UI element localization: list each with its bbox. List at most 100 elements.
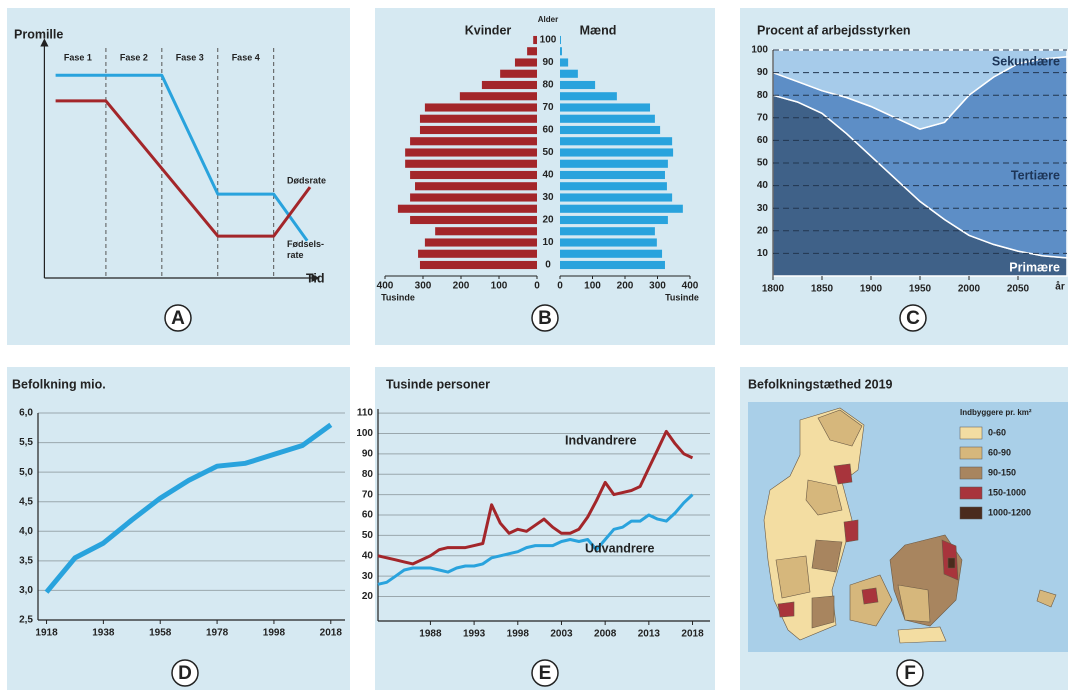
- x-tick-label: 1998: [263, 628, 286, 639]
- panel-letter: A: [171, 308, 185, 329]
- y-tick-label: 5,0: [19, 467, 33, 478]
- y-tick-label: 50: [757, 158, 769, 169]
- x-tick-label: 0: [557, 281, 563, 292]
- map: [763, 407, 1057, 644]
- y-tick-label: 2,5: [19, 615, 33, 626]
- x-tick-label: 1850: [811, 284, 834, 295]
- y-tick-label: 70: [362, 489, 374, 500]
- chart-title: Befolkning mio.: [12, 377, 106, 391]
- bar: [560, 159, 668, 168]
- age-label: 100: [540, 35, 557, 46]
- y-tick-label: 60: [362, 510, 374, 521]
- region: [897, 626, 947, 644]
- y-tick-label: 6,0: [19, 408, 33, 419]
- x-tick-label: 100: [491, 281, 508, 292]
- x-tick-label: 300: [415, 281, 432, 292]
- bar: [560, 182, 667, 191]
- bar: [500, 69, 537, 78]
- x-tick-label: 100: [584, 281, 601, 292]
- x-axis-label: år: [1055, 281, 1065, 293]
- age-label: 40: [542, 170, 554, 181]
- panel: [375, 367, 715, 690]
- region: [947, 557, 956, 569]
- bar: [424, 103, 537, 112]
- x-tick-label: 2018: [320, 628, 343, 639]
- age-label: 10: [542, 237, 554, 248]
- x-axis-label: Tusinde: [381, 292, 415, 302]
- y-tick-label: 100: [356, 428, 373, 439]
- x-tick-label: 2003: [550, 629, 573, 640]
- x-tick-label: 1988: [419, 629, 442, 640]
- region: [861, 587, 879, 605]
- y-tick-label: 70: [757, 112, 769, 123]
- series-label: Dødsrate: [287, 175, 326, 185]
- bar: [424, 238, 537, 247]
- area: [772, 49, 1068, 130]
- x-tick-label: 1993: [463, 629, 486, 640]
- age-label: 90: [542, 57, 554, 68]
- region: [817, 409, 863, 447]
- panel-letter: C: [906, 308, 920, 329]
- bar: [560, 238, 657, 247]
- region: [805, 479, 843, 516]
- x-tick-label: 2008: [594, 629, 617, 640]
- series-label: Udvandrere: [585, 541, 655, 555]
- series-label: Indvandrere: [565, 433, 637, 447]
- bar: [560, 170, 665, 180]
- y-tick-label: 20: [362, 591, 374, 602]
- x-tick-label: 1978: [206, 628, 229, 639]
- bar: [419, 114, 537, 123]
- panel-badge: [896, 659, 924, 687]
- bar: [560, 260, 665, 270]
- bar: [405, 159, 537, 168]
- x-tick-label: 2050: [1007, 284, 1030, 295]
- bar: [415, 182, 537, 191]
- bar: [560, 215, 668, 225]
- bar: [560, 137, 673, 146]
- bar: [560, 148, 674, 157]
- y-axis-label: Alder: [538, 15, 558, 24]
- bar: [481, 80, 537, 90]
- y-tick-label: 110: [357, 408, 374, 419]
- series-label: Primære: [1009, 260, 1060, 274]
- panel-letter: D: [178, 663, 192, 684]
- x-tick-label: 1918: [35, 628, 58, 639]
- bar: [560, 114, 655, 123]
- y-tick-label: 50: [362, 530, 374, 541]
- panel-badge: [164, 304, 192, 332]
- side-title: Kvinder: [465, 23, 512, 37]
- region: [897, 584, 931, 623]
- bar: [527, 47, 537, 56]
- legend-label: 150-1000: [988, 487, 1026, 497]
- bar: [459, 92, 537, 101]
- bar: [405, 148, 537, 157]
- region: [811, 595, 835, 629]
- bar: [560, 249, 663, 258]
- series-label: Tertiære: [1011, 168, 1060, 182]
- side-title: Mænd: [580, 23, 617, 37]
- region: [775, 555, 811, 599]
- x-tick-label: 2018: [681, 629, 704, 640]
- bar: [560, 125, 661, 135]
- age-label: 60: [542, 125, 554, 136]
- y-tick-label: 4,0: [19, 526, 33, 537]
- bar: [533, 35, 537, 45]
- legend-swatch: [959, 446, 983, 460]
- bar: [514, 58, 537, 67]
- legend-swatch: [959, 506, 983, 520]
- legend-swatch: [959, 426, 983, 440]
- bar: [397, 204, 537, 213]
- chart-title: Tusinde personer: [386, 377, 490, 391]
- x-tick-label: 1900: [860, 284, 883, 295]
- age-label: 80: [542, 80, 554, 91]
- series-line: [55, 73, 309, 242]
- y-tick-label: 10: [757, 248, 769, 259]
- y-tick-label: 90: [757, 67, 769, 78]
- bar: [560, 193, 673, 202]
- y-tick-label: 100: [751, 45, 768, 56]
- y-tick-label: 4,5: [19, 496, 33, 507]
- bar: [410, 193, 537, 202]
- y-tick-label: 3,0: [19, 585, 33, 596]
- legend-swatch: [959, 466, 983, 480]
